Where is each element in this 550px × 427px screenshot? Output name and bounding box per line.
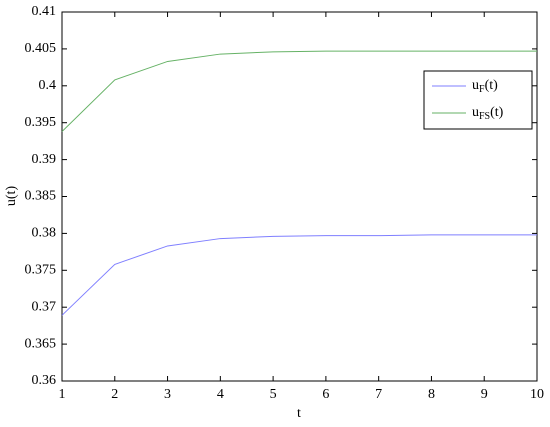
x-tick-label: 9 — [481, 387, 488, 402]
series-line — [61, 234, 537, 316]
x-tick-label: 8 — [428, 387, 435, 402]
x-tick-label: 2 — [111, 387, 118, 402]
y-tick-label: 0.395 — [25, 115, 57, 130]
series-line — [61, 50, 537, 132]
legend-label: uFS(t) — [472, 105, 504, 122]
y-tick-label: 0.385 — [25, 189, 57, 204]
y-tick-label: 0.375 — [25, 263, 57, 278]
legend-label: uF(t) — [472, 78, 498, 95]
x-tick-label: 5 — [270, 387, 277, 402]
y-tick-label: 0.36 — [32, 373, 57, 388]
legend-box — [423, 70, 533, 130]
y-axis-label: u(t) — [4, 186, 19, 207]
y-tick-label: 0.4 — [39, 78, 57, 93]
plot-area — [61, 11, 538, 382]
x-tick-label: 4 — [217, 387, 224, 402]
x-tick-label: 10 — [530, 387, 544, 402]
y-tick-label: 0.365 — [25, 336, 57, 351]
y-tick-label: 0.37 — [32, 299, 57, 314]
y-tick-label: 0.41 — [32, 4, 57, 19]
x-tick-label: 3 — [164, 387, 171, 402]
y-tick-label: 0.38 — [32, 226, 57, 241]
y-tick-label: 0.39 — [32, 152, 57, 167]
y-tick-label: 0.405 — [25, 41, 57, 56]
x-axis-label: t — [297, 406, 301, 421]
x-tick-label: 7 — [375, 387, 382, 402]
x-tick-label: 6 — [322, 387, 329, 402]
x-tick-label: 1 — [59, 387, 66, 402]
